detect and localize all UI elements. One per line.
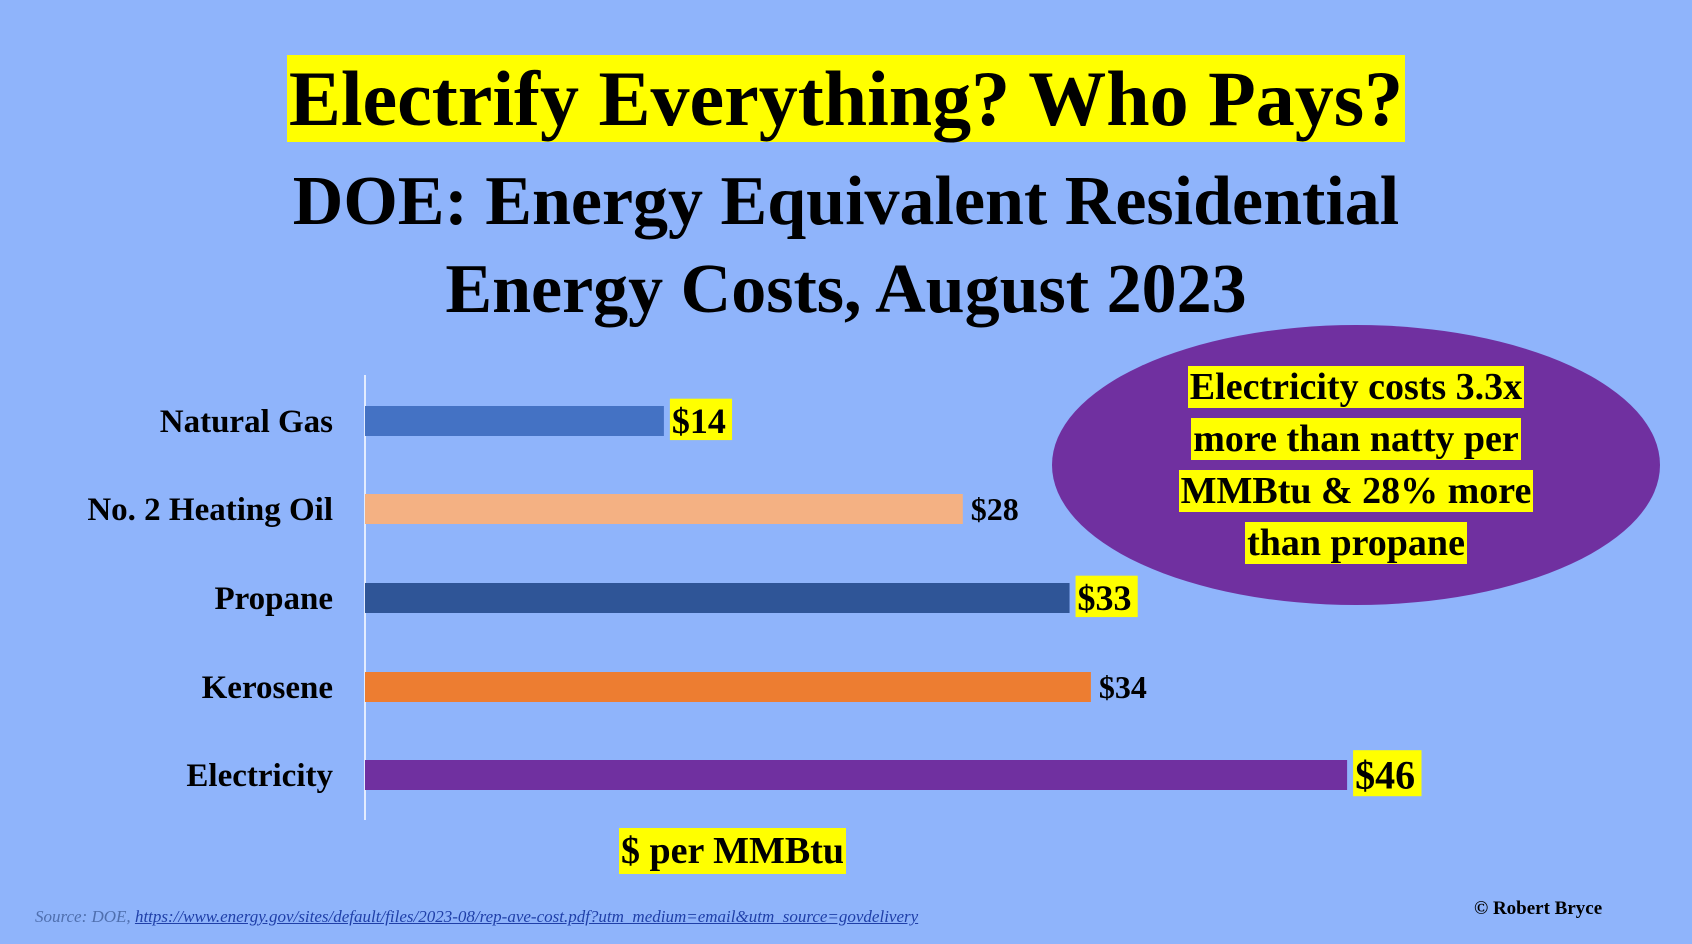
bar: [365, 406, 664, 436]
category-label: Propane: [214, 581, 333, 617]
callout-ellipse: Electricity costs 3.3x more than natty p…: [1052, 325, 1660, 605]
category-label: Natural Gas: [160, 404, 333, 440]
source-note: Source: DOE, https://www.energy.gov/site…: [35, 907, 918, 927]
source-link[interactable]: https://www.energy.gov/sites/default/fil…: [134, 907, 919, 926]
bar: [365, 583, 1070, 613]
category-label: No. 2 Heating Oil: [87, 492, 333, 528]
value-label-highlight: [1353, 750, 1422, 797]
callout-line-1: Electricity costs 3.3x: [1187, 366, 1525, 408]
chart-title-text: Electrify Everything? Who Pays?: [286, 55, 1406, 142]
value-label-highlight: [669, 398, 733, 441]
callout-text: Electricity costs 3.3x more than natty p…: [1146, 361, 1566, 569]
bar: [365, 760, 1348, 790]
subtitle-line-2: Energy Costs, August 2023: [445, 251, 1247, 328]
callout-line-4: than propane: [1245, 522, 1467, 564]
value-label: $46: [1355, 753, 1415, 798]
x-axis-label: $ per MMBtu: [619, 828, 847, 874]
callout-line-3: MMBtu & 28% more: [1178, 470, 1534, 512]
chart-subtitle: DOE: Energy Equivalent Residential Energ…: [0, 158, 1692, 334]
value-label: $33: [1078, 578, 1132, 618]
value-label: $34: [1099, 669, 1147, 705]
callout-line-2: more than natty per: [1191, 418, 1521, 460]
category-label: Kerosene: [202, 670, 333, 706]
value-label: $28: [971, 491, 1019, 527]
value-label: $14: [672, 401, 726, 441]
subtitle-line-1: DOE: Energy Equivalent Residential: [292, 163, 1400, 240]
source-prefix: Source: DOE,: [35, 907, 131, 926]
value-label-highlight: [1075, 575, 1138, 618]
chart-title: Electrify Everything? Who Pays?: [0, 54, 1692, 144]
bar: [365, 672, 1091, 702]
copyright-credit: © Robert Bryce: [1474, 898, 1603, 919]
category-label: Electricity: [186, 758, 333, 794]
bar: [365, 494, 963, 524]
